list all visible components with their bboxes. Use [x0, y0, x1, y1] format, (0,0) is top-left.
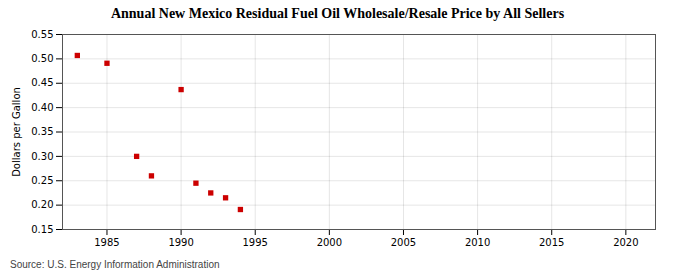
svg-text:2015: 2015 — [539, 237, 564, 248]
svg-text:2005: 2005 — [391, 237, 416, 248]
svg-text:0.45: 0.45 — [31, 77, 53, 88]
svg-text:2010: 2010 — [465, 237, 490, 248]
svg-text:0.30: 0.30 — [31, 151, 53, 162]
svg-text:0.50: 0.50 — [31, 53, 53, 64]
svg-text:Dollars per Gallon: Dollars per Gallon — [11, 87, 22, 177]
svg-text:2020: 2020 — [613, 237, 638, 248]
svg-text:0.35: 0.35 — [31, 126, 53, 137]
html-text:Annual New Mexico Residual Fue: Annual New Mexico Residual Fuel Oil Whol… — [110, 6, 565, 21]
svg-text:0.25: 0.25 — [31, 175, 53, 186]
svg-text:0.40: 0.40 — [31, 102, 53, 113]
svg-text:0.15: 0.15 — [31, 224, 53, 235]
svg-text:1995: 1995 — [242, 237, 267, 248]
svg-text:0.55: 0.55 — [31, 29, 53, 40]
svg-text:0.20: 0.20 — [31, 199, 53, 210]
svg-text:2000: 2000 — [317, 237, 342, 248]
html-text:Source: U.S. Energy Informatio: Source: U.S. Energy Information Administ… — [10, 259, 220, 270]
svg-text:1990: 1990 — [168, 237, 193, 248]
svg-text:1985: 1985 — [94, 237, 119, 248]
